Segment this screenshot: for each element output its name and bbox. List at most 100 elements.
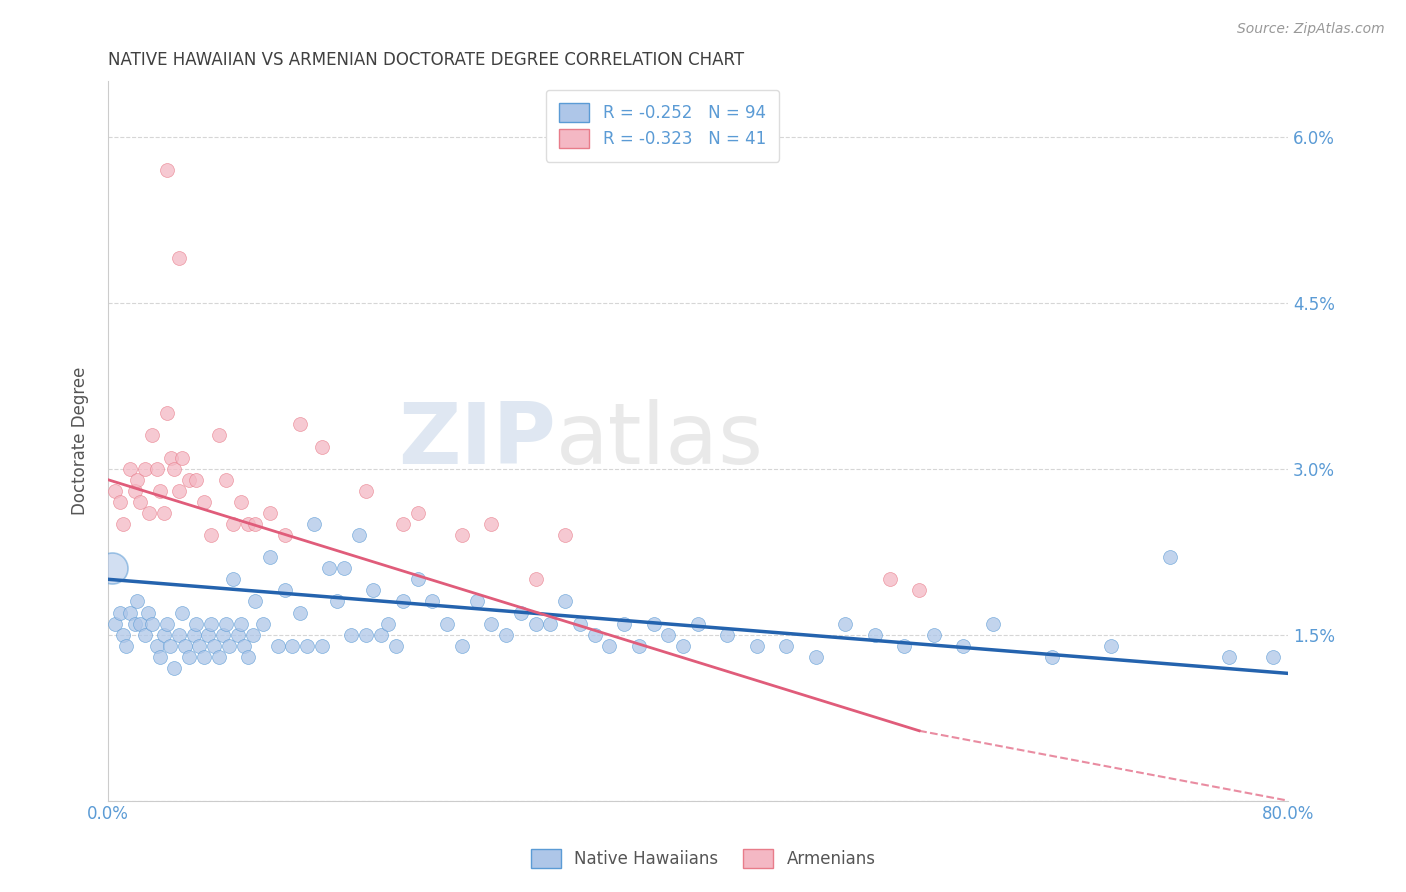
Point <box>153 627 176 641</box>
Point <box>672 639 695 653</box>
Point <box>354 627 377 641</box>
Point <box>120 461 142 475</box>
Point <box>863 627 886 641</box>
Point <box>274 583 297 598</box>
Point <box>325 594 347 608</box>
Point <box>229 616 252 631</box>
Point <box>200 616 222 631</box>
Point <box>218 639 240 653</box>
Point <box>598 639 620 653</box>
Point <box>138 506 160 520</box>
Point <box>804 649 827 664</box>
Text: Source: ZipAtlas.com: Source: ZipAtlas.com <box>1237 22 1385 37</box>
Point <box>167 627 190 641</box>
Point <box>129 495 152 509</box>
Point <box>193 649 215 664</box>
Point <box>186 616 208 631</box>
Point <box>568 616 591 631</box>
Point <box>583 627 606 641</box>
Point <box>104 616 127 631</box>
Point <box>834 616 856 631</box>
Point <box>406 506 429 520</box>
Point <box>145 461 167 475</box>
Point <box>108 606 131 620</box>
Point <box>554 528 576 542</box>
Point <box>159 639 181 653</box>
Point <box>170 450 193 465</box>
Point <box>207 649 229 664</box>
Point <box>495 627 517 641</box>
Text: ZIP: ZIP <box>399 400 557 483</box>
Point <box>170 606 193 620</box>
Point <box>716 627 738 641</box>
Point <box>149 649 172 664</box>
Point <box>101 561 124 575</box>
Point <box>406 572 429 586</box>
Point <box>540 616 562 631</box>
Point <box>136 606 159 620</box>
Point <box>745 639 768 653</box>
Point <box>1218 649 1240 664</box>
Point <box>222 572 245 586</box>
Point <box>108 495 131 509</box>
Point <box>188 639 211 653</box>
Point <box>333 561 356 575</box>
Point <box>186 473 208 487</box>
Point <box>775 639 797 653</box>
Text: atlas: atlas <box>557 400 765 483</box>
Point <box>120 606 142 620</box>
Point <box>236 649 259 664</box>
Point <box>627 639 650 653</box>
Point <box>163 461 186 475</box>
Point <box>129 616 152 631</box>
Point <box>242 627 264 641</box>
Point <box>318 561 340 575</box>
Point <box>340 627 363 641</box>
Point <box>153 506 176 520</box>
Point <box>193 495 215 509</box>
Point <box>436 616 458 631</box>
Point <box>481 616 503 631</box>
Legend: Native Hawaiians, Armenians: Native Hawaiians, Armenians <box>524 842 882 875</box>
Point <box>1263 649 1285 664</box>
Point <box>207 428 229 442</box>
Point <box>163 661 186 675</box>
Point <box>141 428 163 442</box>
Point <box>1159 550 1181 565</box>
Point <box>236 516 259 531</box>
Point <box>179 649 201 664</box>
Point <box>111 516 134 531</box>
Point <box>613 616 636 631</box>
Point <box>981 616 1004 631</box>
Text: NATIVE HAWAIIAN VS ARMENIAN DOCTORATE DEGREE CORRELATION CHART: NATIVE HAWAIIAN VS ARMENIAN DOCTORATE DE… <box>108 51 744 69</box>
Point <box>370 627 392 641</box>
Point <box>226 627 249 641</box>
Point <box>288 417 311 432</box>
Point <box>274 528 297 542</box>
Point <box>252 616 274 631</box>
Point <box>311 440 333 454</box>
Point <box>114 639 136 653</box>
Point <box>202 639 225 653</box>
Point <box>384 639 406 653</box>
Point <box>422 594 444 608</box>
Point <box>156 406 179 420</box>
Point <box>922 627 945 641</box>
Point <box>451 528 474 542</box>
Point <box>392 594 415 608</box>
Point <box>215 473 238 487</box>
Point <box>363 583 385 598</box>
Point <box>510 606 533 620</box>
Point <box>266 639 288 653</box>
Point <box>134 461 156 475</box>
Point <box>197 627 219 641</box>
Point <box>127 473 149 487</box>
Point <box>643 616 665 631</box>
Point <box>156 616 179 631</box>
Point <box>141 616 163 631</box>
Point <box>124 616 146 631</box>
Point <box>259 506 281 520</box>
Point <box>657 627 679 641</box>
Point <box>354 483 377 498</box>
Point <box>145 639 167 653</box>
